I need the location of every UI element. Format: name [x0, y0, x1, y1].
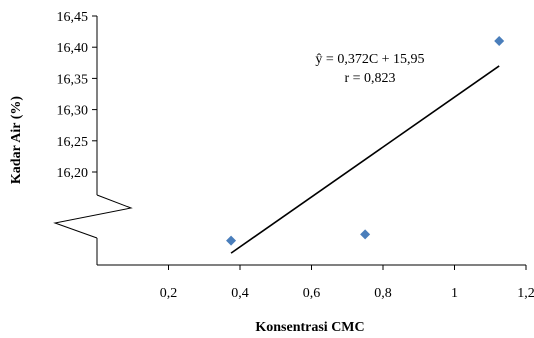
annotation-equation: ŷ = 0,372C + 15,95 [315, 52, 424, 67]
x-tick-label: 1,2 [517, 286, 534, 301]
x-tick-label: 0,4 [231, 286, 249, 301]
x-tick-label: 0,2 [160, 286, 178, 301]
y-tick-label: 16,20 [57, 166, 89, 181]
x-axis-title: Konsentrasi CMC [255, 320, 364, 335]
trendline-group [230, 65, 500, 254]
y-tick-label: 16,45 [57, 10, 89, 25]
y-ticks: 16,20 16,25 16,30 16,35 16,40 16,45 [57, 10, 97, 181]
x-ticks: 0,2 0,4 0,6 0,8 1 1,2 [160, 265, 534, 301]
x-tick-label: 1 [451, 286, 458, 301]
x-tick-label: 0,8 [374, 286, 392, 301]
data-point [360, 229, 371, 240]
annotation-r: r = 0,823 [344, 71, 395, 86]
data-points [226, 35, 505, 246]
data-point [494, 35, 505, 46]
y-axis-title: Kadar Air (%) [9, 96, 24, 184]
data-point [226, 235, 237, 246]
y-tick-label: 16,40 [57, 41, 89, 56]
x-tick-label: 0,6 [303, 286, 321, 301]
y-tick-label: 16,25 [57, 135, 89, 150]
trendline [230, 65, 500, 254]
axes [53, 16, 526, 266]
y-tick-label: 16,30 [57, 104, 89, 119]
y-axis-break-mark [53, 194, 133, 239]
y-tick-label: 16,35 [57, 72, 89, 87]
